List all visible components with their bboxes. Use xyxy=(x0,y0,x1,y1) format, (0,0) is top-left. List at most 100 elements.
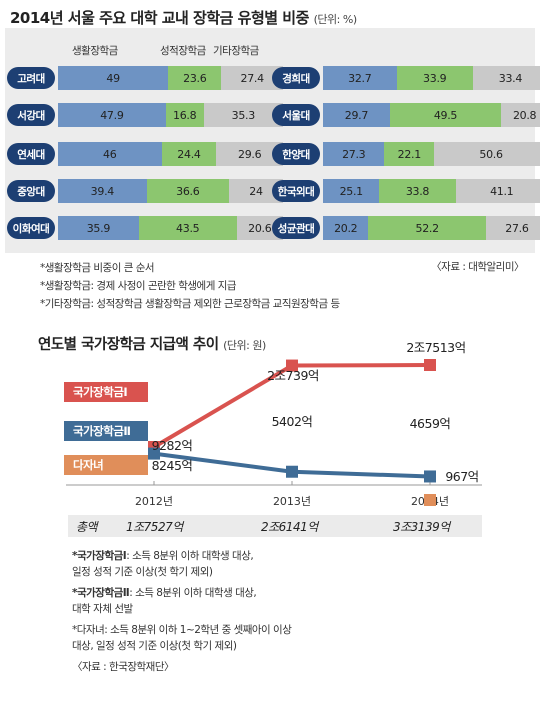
x-tick-label: 2012년 xyxy=(135,495,173,508)
stacked-bar: 32.7 33.9 33.4 xyxy=(323,66,540,90)
bar-segment: 43.5 xyxy=(138,216,237,240)
bar-segment: 35.9 xyxy=(58,216,139,240)
stacked-bar: 46 24.4 29.6 xyxy=(58,142,283,166)
totals-label: 총액 xyxy=(76,520,98,534)
data-point xyxy=(424,494,436,506)
series-tag-1: 국가장학금Ⅰ xyxy=(64,382,148,402)
legend-merit: 성적장학금 xyxy=(160,45,206,57)
series-tag-2: 국가장학금Ⅱ xyxy=(64,421,148,441)
stacked-bar: 29.7 49.5 20.8 xyxy=(323,103,540,127)
university-label: 서강대 xyxy=(7,104,55,126)
total-2013: 2조6141억 xyxy=(261,520,318,534)
bar-segment: 27.6 xyxy=(485,216,540,240)
stacked-bar: 49 23.6 27.4 xyxy=(58,66,283,90)
bar-segment: 27.3 xyxy=(323,142,385,166)
bar-segment: 49.5 xyxy=(389,103,502,127)
bar-row: 고려대 49 23.6 27.4 xyxy=(7,66,283,90)
university-label: 이화여대 xyxy=(7,217,55,239)
bar-chart-title: 2014년 서울 주요 대학 교내 장학금 유형별 비중 (단위: %) xyxy=(10,7,357,28)
bar-segment: 33.4 xyxy=(472,66,540,90)
data-point xyxy=(424,470,436,483)
note-block-3: *다자녀: 소득 8분위 이하 1~2학년 중 셋째아이 이상 대상, 일정 성… xyxy=(72,622,292,654)
bar-segment: 20.8 xyxy=(501,103,540,127)
university-label: 성균관대 xyxy=(272,217,320,239)
bar-segment: 52.2 xyxy=(368,216,486,240)
bar-row: 서강대 47.9 16.8 35.3 xyxy=(7,103,283,127)
bar-row: 서울대 29.7 49.5 20.8 xyxy=(272,103,540,127)
bar-segment: 35.3 xyxy=(203,103,283,127)
note-text: : 소득 8분위 이하 대학생 대상, xyxy=(126,550,254,562)
bar-segment: 32.7 xyxy=(323,66,397,90)
note-text: 대상, 일정 성적 기준 이상(첫 학기 제외) xyxy=(72,640,237,652)
data-label: 967억 xyxy=(445,469,478,484)
note-text: 대학 자체 선발 xyxy=(72,603,133,615)
data-label: 8245억 xyxy=(152,458,193,473)
data-label: 9282억 xyxy=(152,438,193,453)
bar-segment: 39.4 xyxy=(58,179,147,203)
bar-segment: 33.9 xyxy=(396,66,473,90)
data-label: 5402억 xyxy=(272,414,313,429)
university-label: 한양대 xyxy=(272,143,320,165)
bar-segment: 23.6 xyxy=(168,66,222,90)
bar-segment: 41.1 xyxy=(455,179,540,203)
note-line: *생활장학금 비중이 큰 순서 xyxy=(40,262,155,274)
bar-chart-unit: (단위: %) xyxy=(313,13,357,26)
bar-segment: 20.2 xyxy=(323,216,369,240)
line-chart-title-text: 연도별 국가장학금 지급액 추이 xyxy=(38,337,219,353)
line-chart-unit: (단위: 원) xyxy=(223,339,266,352)
bar-segment: 36.6 xyxy=(146,179,229,203)
data-point xyxy=(286,465,298,478)
data-label: 2조739억 xyxy=(267,368,319,383)
note-text: : 소득 8분위 이하 1~2학년 중 셋째아이 이상 xyxy=(104,624,292,636)
stacked-bar: 35.9 43.5 20.6 xyxy=(58,216,283,240)
bar-chart-title-text: 2014년 서울 주요 대학 교내 장학금 유형별 비중 xyxy=(10,9,309,27)
university-label: 연세대 xyxy=(7,143,55,165)
bar-row: 한양대 27.3 22.1 50.6 xyxy=(272,142,540,166)
totals-band xyxy=(68,515,482,537)
note-term: *국가장학금Ⅱ xyxy=(72,587,130,599)
data-point xyxy=(148,447,160,460)
bar-notes: *생활장학금 비중이 큰 순서 *생활장학금: 경제 사정이 곤란한 학생에게 … xyxy=(40,259,340,313)
x-tick-label: 2013년 xyxy=(273,495,311,508)
note-term: *다자녀 xyxy=(72,624,105,636)
bar-segment: 33.8 xyxy=(379,179,456,203)
note-text: : 소득 8분위 이하 대학생 대상, xyxy=(129,587,257,599)
line-notes: *국가장학금Ⅰ: 소득 8분위 이하 대학생 대상, 일정 성적 기준 이상(첫… xyxy=(72,548,292,675)
university-label: 경희대 xyxy=(272,67,320,89)
bar-row: 경희대 32.7 33.9 33.4 xyxy=(272,66,540,90)
bar-row: 이화여대 35.9 43.5 20.6 xyxy=(7,216,283,240)
data-point xyxy=(286,359,298,372)
university-label: 한국외대 xyxy=(272,180,320,202)
bar-segment: 16.8 xyxy=(165,103,204,127)
note-line: *기타장학금: 성적장학금 생활장학금 제외한 근로장학금 교직원장학금 등 xyxy=(40,298,340,310)
bar-chart-panel xyxy=(5,28,535,253)
total-2014: 3조3139억 xyxy=(393,520,450,534)
bar-row: 성균관대 20.2 52.2 27.6 xyxy=(272,216,540,240)
series-tag-3: 다자녀 xyxy=(64,455,148,475)
data-label: 2조7513억 xyxy=(406,340,465,355)
bar-segment: 50.6 xyxy=(434,142,540,166)
bar-segment: 46 xyxy=(58,142,162,166)
university-label: 서울대 xyxy=(272,104,320,126)
note-term: *국가장학금Ⅰ xyxy=(72,550,127,562)
university-label: 고려대 xyxy=(7,67,55,89)
bar-segment: 25.1 xyxy=(323,179,380,203)
line-chart-title: 연도별 국가장학금 지급액 추이 (단위: 원) xyxy=(38,333,266,354)
bar-row: 중앙대 39.4 36.6 24 xyxy=(7,179,283,203)
bar-segment: 24.4 xyxy=(161,142,217,166)
stacked-bar: 47.9 16.8 35.3 xyxy=(58,103,283,127)
note-line: *생활장학금: 경제 사정이 곤란한 학생에게 지급 xyxy=(40,280,237,292)
bar-segment: 49 xyxy=(58,66,169,90)
university-label: 중앙대 xyxy=(7,180,55,202)
data-point xyxy=(424,359,436,371)
note-block-1: *국가장학금Ⅰ: 소득 8분위 이하 대학생 대상, 일정 성적 기준 이상(첫… xyxy=(72,548,291,580)
bar-segment: 29.6 xyxy=(216,142,283,166)
bar-source: 〈자료 : 대학알리미〉 xyxy=(431,261,524,273)
line-chart: 2012년2013년2014년9282억2조739억2조7513억8245억54… xyxy=(66,340,482,508)
note-text: 일정 성적 기준 이상(첫 학기 제외) xyxy=(72,566,213,578)
stacked-bar: 27.3 22.1 50.6 xyxy=(323,142,540,166)
bar-segment: 22.1 xyxy=(384,142,435,166)
line-source: 〈자료 : 한국장학재단〉 xyxy=(72,661,175,673)
stacked-bar: 39.4 36.6 24 xyxy=(58,179,283,203)
total-2012: 1조7527억 xyxy=(126,520,183,534)
